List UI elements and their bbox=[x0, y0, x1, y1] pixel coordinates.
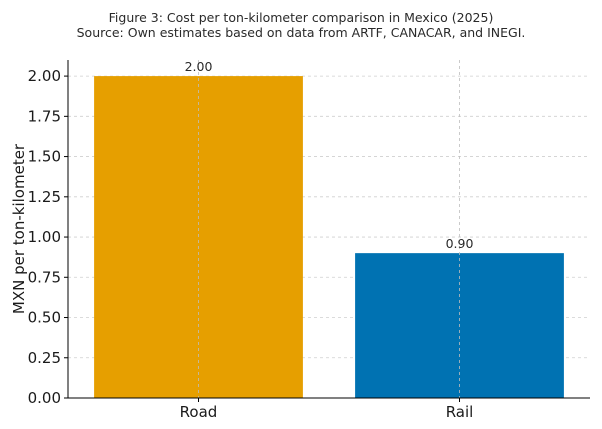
chart-title: Figure 3: Cost per ton-kilometer compari… bbox=[108, 10, 494, 25]
y-tick-label: 1.25 bbox=[28, 188, 61, 206]
bar-value-label: 2.00 bbox=[185, 59, 213, 74]
y-tick-label: 2.00 bbox=[28, 67, 61, 85]
y-tick-label: 0.25 bbox=[28, 349, 61, 367]
y-tick-label: 0.75 bbox=[28, 268, 61, 286]
y-tick-label: 1.00 bbox=[28, 228, 61, 246]
y-tick-label: 0.00 bbox=[28, 389, 61, 407]
y-tick-label: 0.50 bbox=[28, 309, 61, 327]
y-tick-label: 1.75 bbox=[28, 107, 61, 125]
x-tick-label: Rail bbox=[446, 403, 474, 421]
y-axis-label: MXN per ton-kilometer bbox=[10, 143, 28, 314]
chart-subtitle: Source: Own estimates based on data from… bbox=[76, 25, 526, 40]
x-tick-label: Road bbox=[180, 403, 218, 421]
y-tick-label: 1.50 bbox=[28, 148, 61, 166]
bar-value-label: 0.90 bbox=[446, 236, 474, 251]
